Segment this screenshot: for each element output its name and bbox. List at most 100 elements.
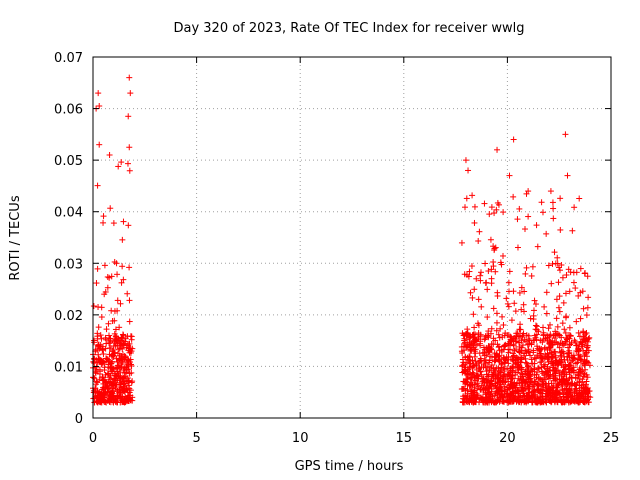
- data-point: [116, 339, 123, 346]
- data-point: [470, 389, 477, 396]
- data-point: [576, 333, 583, 340]
- data-point: [99, 396, 106, 403]
- data-point: [96, 345, 103, 352]
- data-point: [583, 329, 590, 336]
- data-point: [548, 349, 555, 356]
- data-point: [525, 346, 532, 353]
- data-point: [108, 307, 115, 314]
- data-point: [125, 362, 132, 369]
- data-point: [520, 330, 527, 337]
- data-point: [553, 315, 560, 322]
- data-point: [572, 285, 579, 292]
- data-point: [466, 353, 473, 360]
- data-point: [537, 390, 544, 397]
- data-point: [499, 334, 506, 341]
- data-point: [496, 343, 503, 350]
- data-point: [91, 355, 98, 362]
- data-point: [464, 330, 471, 337]
- data-point: [571, 337, 578, 344]
- data-point: [582, 331, 589, 338]
- data-point: [498, 388, 505, 395]
- y-tick-label: 0.05: [54, 154, 83, 169]
- x-tick-label: 15: [396, 431, 413, 446]
- data-point: [581, 371, 588, 378]
- data-point: [495, 331, 502, 338]
- data-point: [110, 220, 117, 227]
- data-point: [122, 338, 129, 345]
- data-point: [516, 398, 523, 405]
- data-point: [125, 113, 132, 120]
- data-point: [475, 322, 482, 329]
- data-point: [100, 380, 107, 387]
- data-point: [577, 368, 584, 375]
- data-point: [517, 359, 524, 366]
- data-point: [98, 304, 105, 311]
- x-tick-label: 25: [603, 431, 620, 446]
- data-point: [546, 321, 553, 328]
- data-point: [510, 288, 517, 295]
- data-point: [96, 366, 103, 373]
- data-point: [553, 384, 560, 391]
- data-point: [475, 238, 482, 245]
- data-point: [487, 330, 494, 337]
- data-point: [491, 368, 498, 375]
- data-point: [110, 385, 117, 392]
- data-point: [109, 318, 116, 325]
- data-point: [580, 305, 587, 312]
- data-point: [101, 291, 108, 298]
- data-point: [570, 279, 577, 286]
- data-point: [480, 377, 487, 384]
- y-axis-label: ROTI / TECUs: [8, 195, 23, 280]
- data-point: [110, 350, 117, 357]
- data-point: [568, 367, 575, 374]
- data-point: [581, 337, 588, 344]
- data-point: [467, 358, 474, 365]
- data-point: [551, 377, 558, 384]
- data-point: [495, 374, 502, 381]
- data-point: [526, 395, 533, 402]
- data-point: [507, 333, 514, 340]
- data-point: [562, 131, 569, 138]
- data-point: [124, 160, 131, 167]
- data-point: [469, 294, 476, 301]
- data-point: [582, 350, 589, 357]
- data-point: [458, 386, 465, 393]
- data-point: [125, 222, 132, 229]
- data-point: [568, 374, 575, 381]
- data-point: [502, 378, 509, 385]
- data-point: [510, 398, 517, 405]
- data-point: [96, 141, 103, 148]
- data-point: [581, 362, 588, 369]
- data-point: [103, 326, 110, 333]
- data-point: [503, 295, 510, 302]
- data-point: [98, 361, 105, 368]
- data-point: [514, 216, 521, 223]
- y-tick-labels: 0 0.01 0.02 0.03 0.04 0.05 0.06 0.07: [54, 51, 83, 427]
- data-point: [585, 294, 592, 301]
- data-point: [487, 396, 494, 403]
- data-point: [462, 364, 469, 371]
- data-point: [561, 371, 568, 378]
- data-point: [545, 373, 552, 380]
- data-point: [472, 338, 479, 345]
- data-point: [582, 359, 589, 366]
- data-point: [557, 226, 564, 233]
- data-point: [518, 284, 525, 291]
- data-point: [555, 381, 562, 388]
- data-point: [547, 342, 554, 349]
- data-points: [90, 74, 594, 406]
- x-tick-label: 20: [499, 431, 516, 446]
- y-tick-label: 0.03: [54, 257, 83, 272]
- data-point: [543, 390, 550, 397]
- data-point: [504, 393, 511, 400]
- data-point: [469, 192, 476, 199]
- data-point: [539, 355, 546, 362]
- data-point: [538, 383, 545, 390]
- data-point: [112, 326, 119, 333]
- data-point: [547, 392, 554, 399]
- data-point: [106, 374, 113, 381]
- data-point: [110, 365, 117, 372]
- data-point: [508, 372, 515, 379]
- data-point: [471, 219, 478, 226]
- data-point: [119, 236, 126, 243]
